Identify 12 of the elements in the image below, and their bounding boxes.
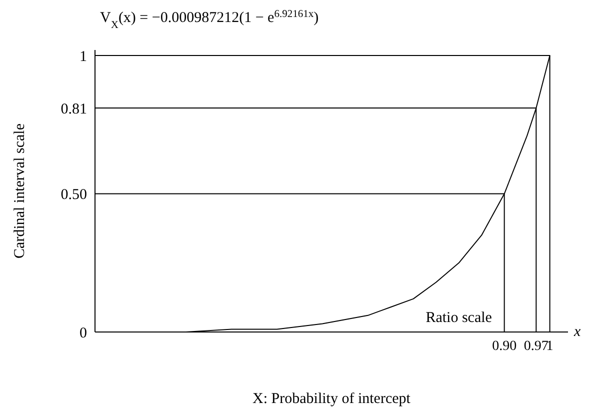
annotation: Ratio scale: [426, 310, 492, 326]
x-tick-label: 0.90: [492, 338, 517, 354]
y-tick-label: 0.50: [60, 187, 87, 204]
x-tick-label: 1: [546, 338, 554, 354]
x-axis-title: X: Probability of intercept: [252, 391, 412, 407]
y-tick-label: 1: [80, 48, 87, 65]
x-tick-label: 0.97: [524, 338, 548, 354]
y-axis-title: Cardinal interval scale: [12, 123, 28, 258]
chart-title: V$_{X}$(x) = −0.000987212(1 − e$^{6.92161x}$): [100, 8, 319, 30]
y-tick-label: 0: [80, 325, 87, 342]
text: x: [573, 324, 581, 340]
y-tick-label: 0.81: [60, 101, 87, 118]
